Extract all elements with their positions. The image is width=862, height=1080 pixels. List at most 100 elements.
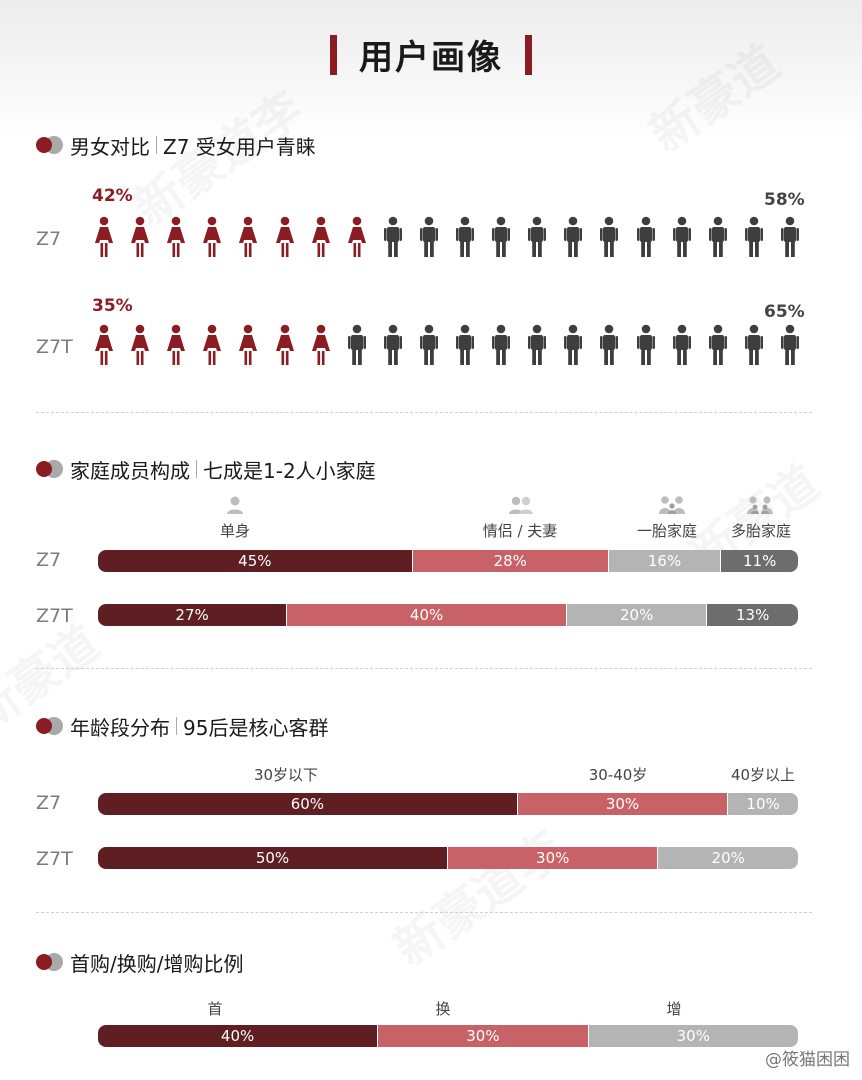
male-person-icon	[672, 324, 692, 366]
male-person-icon	[744, 216, 764, 258]
male-pct-z7: 58%	[764, 190, 805, 210]
couple-icon	[509, 496, 533, 514]
male-person-icon	[455, 324, 475, 366]
male-person-icon	[383, 216, 403, 258]
legend-over-40: 40岁以上	[730, 766, 796, 784]
section-divider	[36, 912, 812, 913]
male-person-icon	[419, 216, 439, 258]
row-label-z7t: Z7T	[36, 848, 73, 870]
additional-segment: 30%	[587, 1025, 798, 1047]
legend-couple: 情侣 / 夫妻	[482, 522, 558, 540]
single-segment: 45%	[98, 550, 412, 572]
page-title: 用户画像	[0, 30, 862, 79]
female-person-icon	[311, 324, 331, 366]
age-30-40-segment: 30%	[516, 793, 728, 815]
female-person-icon	[166, 324, 186, 366]
male-person-icon	[563, 216, 583, 258]
under-30-segment: 50%	[98, 847, 447, 869]
legend-additional: 增	[666, 1000, 682, 1018]
male-person-icon	[527, 324, 547, 366]
legend-single: 单身	[219, 522, 250, 540]
person-icon	[227, 496, 243, 514]
row-label-z7: Z7	[36, 792, 62, 814]
male-person-icon	[599, 324, 619, 366]
section-dot-icon	[36, 952, 63, 972]
title-bar-left	[330, 34, 337, 75]
female-person-icon	[94, 216, 114, 258]
one-child-segment: 20%	[565, 604, 707, 626]
female-person-icon	[311, 216, 331, 258]
page-title-text: 用户画像	[359, 38, 503, 78]
section-divider	[36, 412, 812, 413]
female-person-icon	[94, 324, 114, 366]
female-person-icon	[275, 216, 295, 258]
multi-child-segment: 11%	[720, 550, 798, 572]
male-person-icon	[708, 324, 728, 366]
male-person-icon	[491, 216, 511, 258]
female-person-icon	[202, 324, 222, 366]
male-person-icon	[383, 324, 403, 366]
female-pct-z7: 42%	[92, 186, 133, 206]
section-separator	[156, 136, 157, 154]
section-subtitle: 95后是核心客群	[183, 715, 329, 740]
age-bar-z7t: 50% 30% 20%	[98, 847, 798, 869]
male-person-icon	[744, 324, 764, 366]
family-bar-z7t: 27% 40% 20% 13%	[98, 604, 798, 626]
female-person-icon	[130, 324, 150, 366]
female-person-icon	[130, 216, 150, 258]
legend-replacement: 换	[435, 1000, 451, 1018]
female-pct-z7t: 35%	[92, 296, 133, 316]
header-background	[0, 0, 862, 140]
section-title: 首购/换购/增购比例	[70, 951, 244, 976]
section-header-gender: 男女对比 Z7 受女用户青睐	[36, 131, 316, 159]
male-person-icon	[347, 324, 367, 366]
female-person-icon	[166, 216, 186, 258]
male-person-icon	[780, 324, 800, 366]
over-40-segment: 20%	[657, 847, 798, 869]
section-separator	[176, 717, 177, 735]
legend-under-30: 30岁以下	[253, 766, 319, 784]
family-one-child-icon	[659, 496, 685, 514]
female-person-icon	[202, 216, 222, 258]
section-separator	[196, 460, 197, 478]
title-bar-right	[525, 34, 532, 75]
male-pct-z7t: 65%	[764, 302, 805, 322]
male-person-icon	[672, 216, 692, 258]
female-person-icon	[238, 216, 258, 258]
section-subtitle: 七成是1-2人小家庭	[203, 458, 376, 483]
section-dot-icon	[36, 459, 63, 479]
section-dot-icon	[36, 135, 63, 155]
male-person-icon	[599, 216, 619, 258]
section-header-purchase: 首购/换购/增购比例	[36, 948, 243, 976]
male-person-icon	[780, 216, 800, 258]
section-title: 男女对比	[70, 134, 150, 159]
age-30-40-segment: 30%	[447, 847, 658, 869]
row-label-z7t: Z7T	[36, 605, 73, 627]
section-title: 年龄段分布	[70, 715, 170, 740]
couple-segment: 28%	[411, 550, 608, 572]
section-title: 家庭成员构成	[70, 458, 190, 483]
legend-first-purchase: 首	[207, 1000, 223, 1018]
family-multi-child-icon	[747, 496, 773, 514]
section-header-family: 家庭成员构成 七成是1-2人小家庭	[36, 455, 376, 483]
couple-segment: 40%	[286, 604, 566, 626]
under-30-segment: 60%	[98, 793, 517, 815]
male-person-icon	[419, 324, 439, 366]
male-person-icon	[563, 324, 583, 366]
male-person-icon	[527, 216, 547, 258]
legend-30-40: 30-40岁	[588, 766, 648, 784]
watermark: 新豪道李	[377, 811, 574, 978]
male-person-icon	[491, 324, 511, 366]
female-person-icon	[275, 324, 295, 366]
first-purchase-segment: 40%	[98, 1025, 378, 1047]
single-segment: 27%	[98, 604, 287, 626]
section-subtitle: Z7 受女用户青睐	[163, 134, 316, 159]
section-dot-icon	[36, 716, 63, 736]
family-bar-z7: 45% 28% 16% 11%	[98, 550, 798, 572]
male-person-icon	[708, 216, 728, 258]
multi-child-segment: 13%	[706, 604, 798, 626]
replacement-segment: 30%	[377, 1025, 588, 1047]
over-40-segment: 10%	[727, 793, 798, 815]
male-person-icon	[455, 216, 475, 258]
male-person-icon	[636, 216, 656, 258]
